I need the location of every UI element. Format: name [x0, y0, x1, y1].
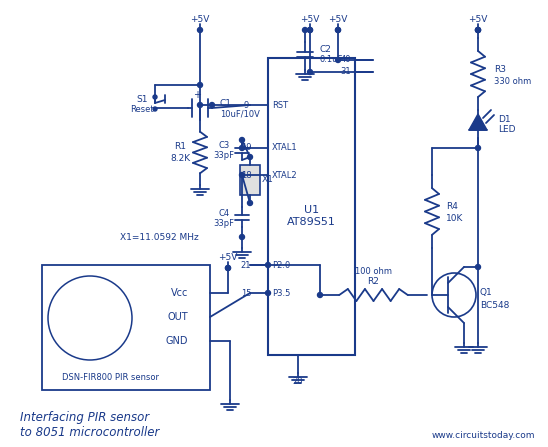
Text: C3: C3 — [218, 142, 230, 151]
Text: LED: LED — [498, 126, 516, 135]
Circle shape — [197, 83, 203, 88]
Polygon shape — [469, 114, 487, 130]
Text: R2: R2 — [368, 277, 379, 286]
Text: www.circuitstoday.com: www.circuitstoday.com — [431, 430, 535, 439]
Text: Q1: Q1 — [480, 288, 493, 298]
Circle shape — [307, 28, 312, 33]
Text: Interfacing PIR sensor: Interfacing PIR sensor — [20, 412, 149, 425]
Text: 10uF/10V: 10uF/10V — [220, 110, 260, 118]
Text: P3.5: P3.5 — [272, 288, 290, 298]
Circle shape — [248, 201, 253, 206]
Text: X1: X1 — [262, 176, 274, 185]
Circle shape — [239, 138, 244, 143]
Text: XTAL2: XTAL2 — [272, 170, 298, 180]
Text: 18: 18 — [241, 170, 252, 180]
Circle shape — [265, 262, 271, 267]
Text: +5V: +5V — [328, 14, 347, 24]
Circle shape — [225, 266, 231, 270]
Circle shape — [197, 28, 203, 33]
Text: R4: R4 — [446, 202, 458, 211]
Text: Reset: Reset — [130, 105, 154, 114]
Text: +5V: +5V — [218, 253, 238, 261]
Text: OUT: OUT — [167, 312, 188, 322]
Text: 33pF: 33pF — [214, 219, 235, 228]
Text: R3: R3 — [494, 64, 506, 73]
Text: 10K: 10K — [446, 214, 464, 223]
Circle shape — [239, 235, 244, 240]
Text: C2: C2 — [319, 46, 331, 55]
Text: R1: R1 — [174, 142, 186, 151]
Text: +5V: +5V — [469, 14, 488, 24]
Text: DSN-FIR800 PIR sensor: DSN-FIR800 PIR sensor — [61, 374, 158, 383]
Text: X1=11.0592 MHz: X1=11.0592 MHz — [120, 232, 199, 241]
Text: 100 ohm: 100 ohm — [355, 266, 392, 275]
Circle shape — [153, 95, 157, 99]
Text: 20: 20 — [293, 376, 303, 385]
Circle shape — [476, 28, 481, 33]
Text: 330 ohm: 330 ohm — [494, 76, 531, 85]
Circle shape — [239, 146, 244, 151]
Circle shape — [476, 265, 481, 270]
Text: GND: GND — [165, 336, 188, 346]
Circle shape — [307, 69, 312, 75]
Text: RST: RST — [272, 101, 288, 110]
Text: BC548: BC548 — [480, 300, 510, 309]
Circle shape — [265, 291, 271, 295]
Circle shape — [476, 28, 481, 33]
Bar — [268, 58, 355, 355]
Text: 0.1uF: 0.1uF — [319, 55, 342, 64]
Circle shape — [335, 28, 340, 33]
Circle shape — [307, 28, 312, 33]
Text: C1: C1 — [220, 98, 232, 107]
Text: AT89S51: AT89S51 — [287, 217, 336, 227]
Bar — [240, 165, 260, 195]
Circle shape — [153, 107, 157, 111]
Circle shape — [476, 146, 481, 151]
Circle shape — [476, 28, 481, 33]
Text: S1: S1 — [136, 94, 148, 104]
Circle shape — [317, 292, 323, 298]
Text: Vcc: Vcc — [170, 288, 188, 298]
Text: +: + — [193, 90, 201, 100]
Text: P2.0: P2.0 — [272, 261, 290, 270]
Text: 21: 21 — [241, 261, 251, 270]
Circle shape — [335, 28, 340, 33]
Text: +5V: +5V — [300, 14, 319, 24]
Text: 31: 31 — [340, 67, 351, 76]
Circle shape — [335, 58, 340, 63]
Circle shape — [248, 155, 253, 160]
Text: U1: U1 — [304, 205, 319, 215]
Circle shape — [225, 266, 231, 270]
Circle shape — [302, 28, 307, 33]
Circle shape — [239, 173, 244, 177]
Text: C4: C4 — [219, 208, 230, 218]
Text: 40: 40 — [340, 55, 351, 64]
Text: +5V: +5V — [190, 14, 210, 24]
Text: D1: D1 — [498, 115, 511, 125]
Text: 19: 19 — [241, 143, 251, 152]
Text: 9: 9 — [243, 101, 249, 110]
Text: XTAL1: XTAL1 — [272, 143, 298, 152]
Text: 33pF: 33pF — [214, 152, 235, 160]
Bar — [42, 265, 210, 390]
Text: to 8051 microcontroller: to 8051 microcontroller — [20, 426, 159, 439]
Text: 8.2K: 8.2K — [170, 154, 190, 163]
Text: 15: 15 — [241, 288, 251, 298]
Circle shape — [209, 102, 214, 107]
Circle shape — [197, 102, 203, 107]
